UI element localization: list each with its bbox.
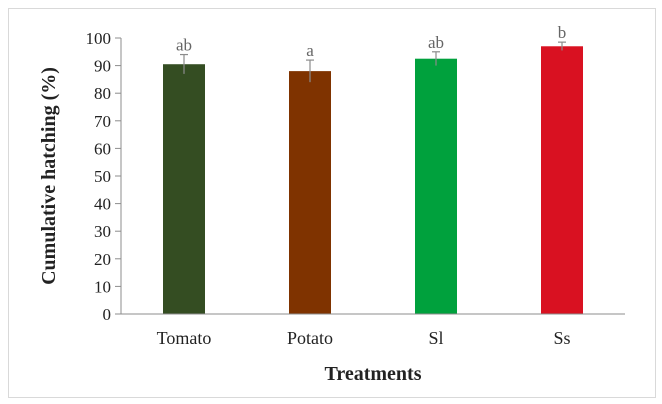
significance-letter: a: [306, 41, 314, 60]
significance-letter: ab: [428, 33, 444, 52]
error-bars: [180, 41, 566, 83]
y-tick-label: 90: [94, 57, 111, 76]
x-axis-title: Treatments: [324, 363, 421, 385]
bar-tomato: [163, 64, 205, 314]
error-bar-ss: [558, 41, 566, 51]
y-tick-label: 10: [94, 277, 111, 296]
x-category-label: Sl: [428, 328, 443, 348]
y-tick-label: 20: [94, 250, 111, 269]
y-tick-label: 100: [86, 29, 112, 48]
x-axis-categories: Tomato Potato Sl Ss: [157, 328, 571, 348]
y-axis-title: Cumulative hatching (%): [38, 67, 60, 285]
y-tick-label: 40: [94, 195, 111, 214]
bar-sl: [415, 58, 457, 315]
x-category-label: Potato: [287, 328, 333, 348]
error-bar-potato: [306, 59, 314, 83]
y-tick-label: 50: [94, 167, 111, 186]
x-category-label: Tomato: [157, 328, 212, 348]
y-tick-label: 30: [94, 222, 111, 241]
y-axis-ticks: 0 10 20 30 40 50 60 70 80 90 100: [86, 29, 121, 324]
bars: [163, 46, 583, 315]
y-tick-label: 0: [103, 305, 112, 324]
y-tick-label: 60: [94, 139, 111, 158]
x-category-label: Ss: [553, 328, 570, 348]
significance-letter: b: [558, 23, 567, 42]
error-bar-tomato: [180, 53, 188, 74]
significance-letters: ab a ab b: [176, 23, 566, 60]
y-tick-label: 80: [94, 84, 111, 103]
y-tick-label: 70: [94, 112, 111, 131]
bar-potato: [289, 71, 331, 315]
error-bar-sl: [432, 51, 440, 66]
bar-ss: [541, 46, 583, 314]
significance-letter: ab: [176, 36, 192, 55]
